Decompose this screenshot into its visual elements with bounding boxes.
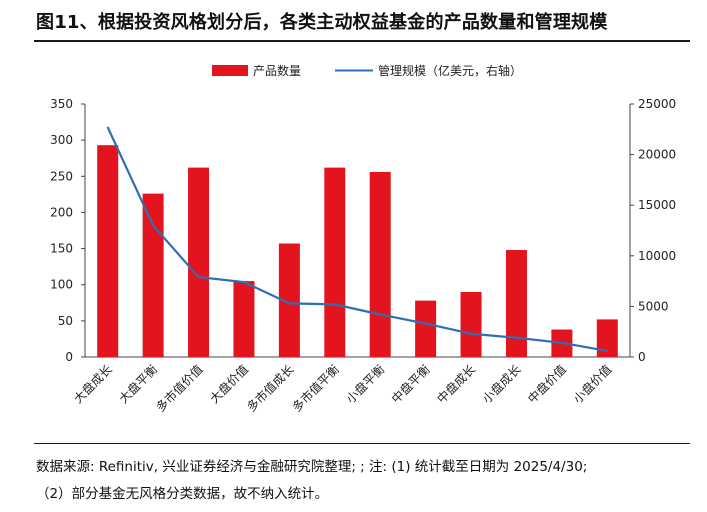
line-series [106, 126, 609, 353]
line-point [424, 322, 427, 325]
title-divider [34, 40, 690, 42]
line-point [515, 336, 518, 339]
left-tick-label: 150 [50, 242, 73, 256]
bar [369, 171, 391, 357]
right-tick-label: 25000 [638, 97, 676, 111]
bar [97, 145, 119, 357]
category-label: 多市值价值 [153, 362, 206, 415]
category-label: 小盘价值 [570, 362, 615, 407]
left-tick-label: 300 [50, 133, 73, 147]
bar-series [97, 145, 618, 357]
category-label: 中盘成长 [434, 362, 479, 407]
line-point [470, 332, 472, 335]
right-tick-label: 15000 [638, 198, 676, 212]
notes-divider [34, 443, 690, 444]
bar [278, 243, 300, 357]
footnote: （2）部分基金无风格分类数据，故不纳入统计。 [36, 486, 329, 502]
bar [596, 319, 618, 357]
line-point [288, 302, 291, 305]
left-tick-label: 250 [50, 169, 73, 183]
right-tick-label: 20000 [638, 148, 676, 162]
source-note: 数据来源: Refinitiv, 兴业证券经济与金融研究院整理; ; 注: (1… [36, 459, 588, 475]
bar [460, 291, 482, 357]
line-point [606, 350, 609, 352]
left-tick-label: 350 [50, 97, 73, 111]
category-label: 中盘平衡 [388, 362, 433, 407]
category-label: 小盘平衡 [343, 362, 388, 407]
right-tick-label: 10000 [638, 249, 676, 263]
category-labels: 大盘成长 大盘平衡多市值价值 大盘价值多市值成长多市值平衡 小盘平衡 中盘平衡 中盘成长小… [70, 362, 614, 415]
line-point [243, 281, 245, 283]
right-tick-label: 5000 [638, 299, 669, 313]
legend-label-line: 管理规模（亿美元，右轴） [378, 63, 522, 78]
legend-swatch-bar [212, 65, 248, 76]
category-label: 小盘成长 [479, 362, 524, 407]
category-label: 中盘价值 [524, 362, 569, 407]
right-tick-label: 0 [638, 350, 646, 364]
bar [415, 300, 437, 357]
line-point [561, 342, 563, 344]
line-point [152, 224, 154, 227]
category-label: 大盘价值 [207, 362, 252, 407]
bar [188, 167, 210, 357]
left-tick-label: 100 [50, 278, 73, 292]
bar [505, 250, 527, 357]
category-label: 多市值平衡 [289, 362, 342, 415]
legend: 产品数量 管理规模（亿美元，右轴） [212, 63, 522, 78]
category-label: 大盘平衡 [116, 362, 161, 407]
category-label: 大盘成长 [70, 362, 115, 407]
left-tick-label: 50 [58, 314, 73, 328]
line-path [106, 126, 608, 353]
bar [233, 281, 255, 357]
left-tick-label: 0 [65, 350, 73, 364]
line-point [379, 313, 382, 316]
bar [142, 193, 164, 357]
line-point [106, 126, 109, 129]
line-point [197, 276, 200, 278]
left-tick-label: 200 [50, 205, 73, 219]
line-point [333, 303, 336, 306]
legend-label-bar: 产品数量 [253, 63, 301, 78]
chart-title: 图11、根据投资风格划分后，各类主动权益基金的产品数量和管理规模 [36, 12, 608, 33]
combo-chart: 产品数量 管理规模（亿美元，右轴） 0501001502002503003500… [50, 63, 676, 415]
axes: 0 50 100 150 200 250 300 350 0 5000 10000 15000 2000… [50, 97, 676, 364]
bar [324, 167, 346, 357]
category-label: 多市值成长 [243, 362, 296, 415]
